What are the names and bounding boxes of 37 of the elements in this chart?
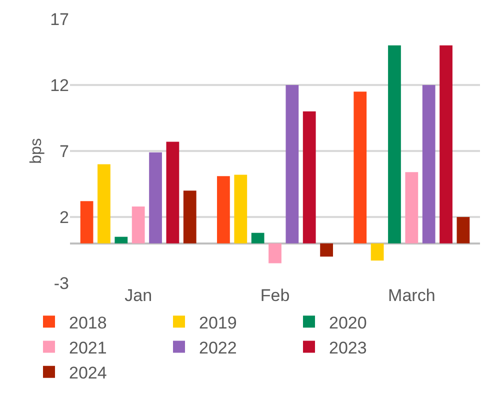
bar [422, 85, 436, 244]
bar [217, 176, 230, 244]
bar [370, 243, 384, 261]
bar [149, 152, 162, 244]
bar [114, 236, 128, 244]
bar [132, 206, 145, 244]
bar [320, 243, 333, 257]
bar [80, 201, 94, 244]
bar [405, 172, 418, 244]
bar [456, 217, 470, 244]
legend-label: 2021 [69, 338, 107, 358]
bar [302, 111, 316, 244]
bar [286, 85, 299, 244]
legend-label: 2020 [329, 313, 367, 332]
y-tick-label: 7 [60, 142, 69, 161]
bar [388, 45, 401, 244]
x-tick-label: Feb [260, 286, 290, 305]
bar [166, 142, 180, 244]
y-tick-label: 2 [60, 208, 69, 227]
legend-label: 2018 [69, 313, 107, 332]
legend-label: 2024 [69, 364, 107, 382]
bar [268, 243, 282, 264]
bar [183, 190, 196, 244]
bar [98, 164, 110, 244]
bar [440, 45, 452, 244]
legend-label: 2022 [199, 338, 237, 358]
legend-label: 2023 [329, 338, 367, 358]
x-tick-label: March [388, 286, 436, 305]
x-tick-label: Jan [124, 286, 152, 305]
legend-label: 2019 [199, 313, 237, 332]
y-tick-label: -3 [54, 274, 69, 293]
y-axis-title: bps [28, 138, 45, 164]
y-tick-label: 17 [50, 10, 69, 29]
bar [234, 174, 248, 244]
y-tick-label: 12 [50, 76, 69, 95]
bar [354, 92, 367, 244]
bar [251, 232, 264, 244]
